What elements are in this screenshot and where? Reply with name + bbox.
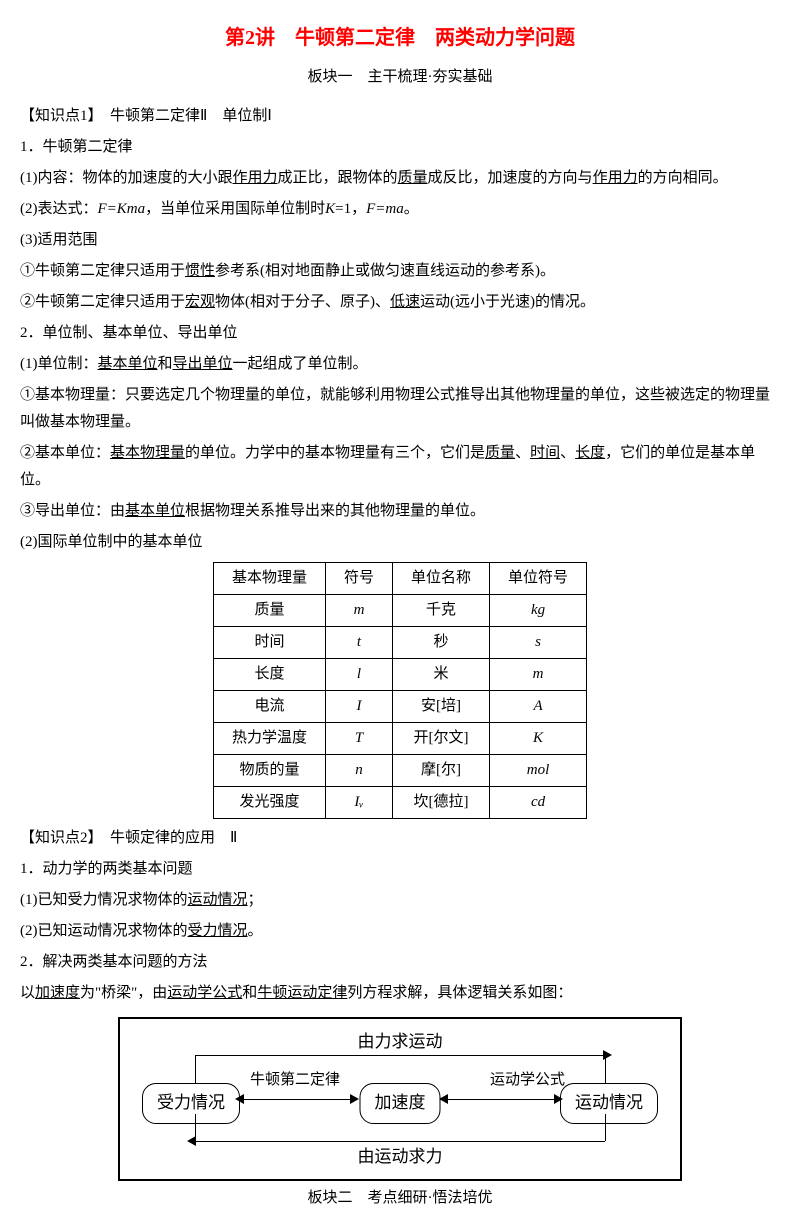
table-cell: 质量 — [213, 595, 325, 627]
table-cell: t — [325, 627, 392, 659]
diagram-node-accel: 加速度 — [360, 1083, 441, 1124]
table-cell: kg — [490, 595, 587, 627]
table-cell: 坎[德拉] — [393, 787, 490, 819]
content-unit-system: (1)单位制：基本单位和导出单位一起组成了单位制。 — [20, 351, 780, 378]
table-cell: mol — [490, 755, 587, 787]
page-title: 第2讲 牛顿第二定律 两类动力学问题 — [20, 20, 780, 56]
table-cell: 热力学温度 — [213, 723, 325, 755]
footer-subtitle: 板块二 考点细研·悟法培优 — [20, 1185, 780, 1212]
table-cell: s — [490, 627, 587, 659]
logic-diagram: 由力求运动 由运动求力 受力情况 加速度 运动情况 牛顿第二定律 运动学公式 — [118, 1017, 682, 1181]
diagram-top-label: 由力求运动 — [358, 1027, 443, 1058]
table-cell: 时间 — [213, 627, 325, 659]
table-header: 单位名称 — [393, 563, 490, 595]
diagram-link-1: 牛顿第二定律 — [250, 1067, 340, 1094]
heading-units: 2．单位制、基本单位、导出单位 — [20, 320, 780, 347]
heading-two-problems: 1．动力学的两类基本问题 — [20, 856, 780, 883]
table-row: 热力学温度T开[尔文]K — [213, 723, 586, 755]
table-header: 单位符号 — [490, 563, 587, 595]
content-method: 以加速度为"桥梁"，由运动学公式和牛顿运动定律列方程求解，具体逻辑关系如图： — [20, 980, 780, 1007]
diagram-node-motion: 运动情况 — [560, 1083, 658, 1124]
heading-method: 2．解决两类基本问题的方法 — [20, 949, 780, 976]
table-cell: n — [325, 755, 392, 787]
content-scope-2: ②牛顿第二定律只适用于宏观物体(相对于分子、原子)、低速运动(远小于光速)的情况… — [20, 289, 780, 316]
table-cell: Iᵥ — [325, 787, 392, 819]
table-cell: 长度 — [213, 659, 325, 691]
table-cell: m — [490, 659, 587, 691]
table-cell: 开[尔文] — [393, 723, 490, 755]
content-scope: (3)适用范围 — [20, 227, 780, 254]
content-problem-1: (1)已知受力情况求物体的运动情况； — [20, 887, 780, 914]
table-cell: T — [325, 723, 392, 755]
table-cell: 物质的量 — [213, 755, 325, 787]
table-row: 质量m千克kg — [213, 595, 586, 627]
diagram-link-2: 运动学公式 — [490, 1067, 565, 1094]
heading-newton-second-law: 1．牛顿第二定律 — [20, 134, 780, 161]
knowledge-point-2-header: 【知识点2】 牛顿定律的应用 Ⅱ — [20, 825, 780, 852]
content-scope-1: ①牛顿第二定律只适用于惯性参考系(相对地面静止或做匀速直线运动的参考系)。 — [20, 258, 780, 285]
table-cell: 电流 — [213, 691, 325, 723]
table-header: 符号 — [325, 563, 392, 595]
diagram-bottom-label: 由运动求力 — [358, 1142, 443, 1173]
section-subtitle: 板块一 主干梳理·夯实基础 — [20, 64, 780, 91]
table-cell: 安[培] — [393, 691, 490, 723]
table-cell: cd — [490, 787, 587, 819]
content-derived-unit: ③导出单位：由基本单位根据物理关系推导出来的其他物理量的单位。 — [20, 498, 780, 525]
table-row: 电流I安[培]A — [213, 691, 586, 723]
table-cell: 发光强度 — [213, 787, 325, 819]
content-basic-quantity: ①基本物理量：只要选定几个物理量的单位，就能够利用物理公式推导出其他物理量的单位… — [20, 382, 780, 436]
table-row: 时间t秒s — [213, 627, 586, 659]
table-cell: 秒 — [393, 627, 490, 659]
diagram-node-force: 受力情况 — [142, 1083, 240, 1124]
table-header: 基本物理量 — [213, 563, 325, 595]
table-cell: 米 — [393, 659, 490, 691]
table-cell: I — [325, 691, 392, 723]
table-cell: 千克 — [393, 595, 490, 627]
table-cell: K — [490, 723, 587, 755]
table-cell: m — [325, 595, 392, 627]
table-row: 物质的量n摩[尔]mol — [213, 755, 586, 787]
knowledge-point-1-header: 【知识点1】 牛顿第二定律Ⅱ 单位制Ⅰ — [20, 103, 780, 130]
content-si-units: (2)国际单位制中的基本单位 — [20, 529, 780, 556]
table-cell: l — [325, 659, 392, 691]
si-units-table: 基本物理量符号单位名称单位符号 质量m千克kg时间t秒s长度l米m电流I安[培]… — [213, 562, 587, 819]
content-problem-2: (2)已知运动情况求物体的受力情况。 — [20, 918, 780, 945]
table-cell: 摩[尔] — [393, 755, 490, 787]
table-row: 长度l米m — [213, 659, 586, 691]
content-basic-unit: ②基本单位：基本物理量的单位。力学中的基本物理量有三个，它们是质量、时间、长度，… — [20, 440, 780, 494]
content-expression: (2)表达式：F=Kma，当单位采用国际单位制时K=1，F=ma。 — [20, 196, 780, 223]
table-cell: A — [490, 691, 587, 723]
table-row: 发光强度Iᵥ坎[德拉]cd — [213, 787, 586, 819]
content-definition: (1)内容：物体的加速度的大小跟作用力成正比，跟物体的质量成反比，加速度的方向与… — [20, 165, 780, 192]
